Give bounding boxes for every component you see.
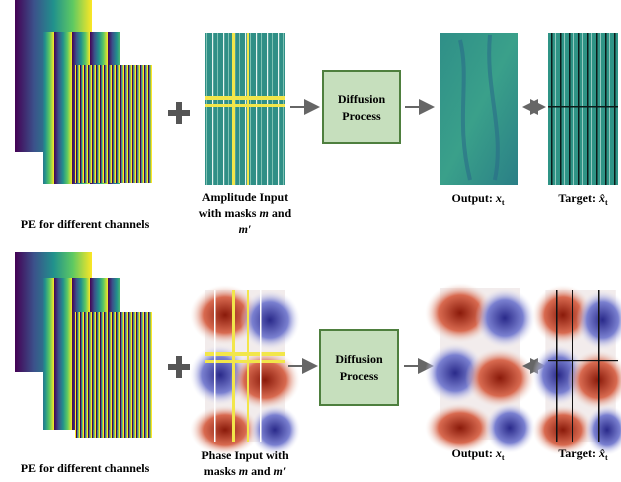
amplitude-input xyxy=(205,33,285,185)
process-label: Process xyxy=(340,369,379,383)
process-box xyxy=(323,71,400,143)
input-caption: Phase Input with xyxy=(201,448,289,462)
pe-caption: PE for different channels xyxy=(21,217,150,231)
caption-part: Target: xyxy=(558,191,599,205)
output-image xyxy=(440,33,518,185)
plus xyxy=(168,356,190,378)
pe-map xyxy=(75,65,152,183)
output-caption: Output: xt xyxy=(451,446,504,462)
process-box xyxy=(320,330,398,405)
caption-part: x xyxy=(495,191,502,205)
caption-part: Output: xyxy=(451,191,495,205)
plus xyxy=(168,102,190,124)
caption-part: masks xyxy=(204,464,239,478)
caption-part: m xyxy=(239,464,248,478)
input-caption: masks m and m′ xyxy=(204,464,286,478)
target-image xyxy=(548,33,618,185)
caption-part: m′ xyxy=(274,464,287,478)
caption-part: x̂ xyxy=(598,191,605,205)
caption-part: and xyxy=(248,464,273,478)
caption-part: Output: xyxy=(451,446,495,460)
input-caption: Amplitude Input xyxy=(202,190,288,204)
caption-part: Target: xyxy=(558,446,599,460)
caption-part: m xyxy=(259,206,268,220)
caption-part: m′ xyxy=(239,222,252,236)
caption-part: Amplitude Input xyxy=(202,190,288,204)
caption-part: x̂ xyxy=(598,446,605,460)
target-caption: Target: x̂t xyxy=(558,191,608,207)
caption-part: t xyxy=(605,198,608,207)
process-label: Diffusion xyxy=(335,352,383,366)
figure: PE for different channels Amplitude Input… xyxy=(0,0,621,482)
process-label: Process xyxy=(342,109,381,123)
caption-part: and xyxy=(269,206,292,220)
caption-part: t xyxy=(502,453,505,462)
input-caption: with masks m and xyxy=(199,206,292,220)
process-label: Diffusion xyxy=(338,92,386,106)
caption-part: with masks xyxy=(199,206,260,220)
target-image xyxy=(532,285,621,455)
caption-part: Phase Input with xyxy=(201,448,289,462)
input-caption: m′ xyxy=(239,222,252,236)
pe-map xyxy=(75,312,152,438)
target-caption: Target: x̂t xyxy=(558,446,608,462)
page: PE for different channels Amplitude Input… xyxy=(0,0,621,482)
caption-part: x xyxy=(495,446,502,460)
phase-input xyxy=(190,285,300,455)
caption-part: t xyxy=(502,198,505,207)
output-image xyxy=(425,283,535,453)
output-caption: Output: xt xyxy=(451,191,504,207)
pe-caption: PE for different channels xyxy=(21,461,150,475)
caption-part: t xyxy=(605,453,608,462)
